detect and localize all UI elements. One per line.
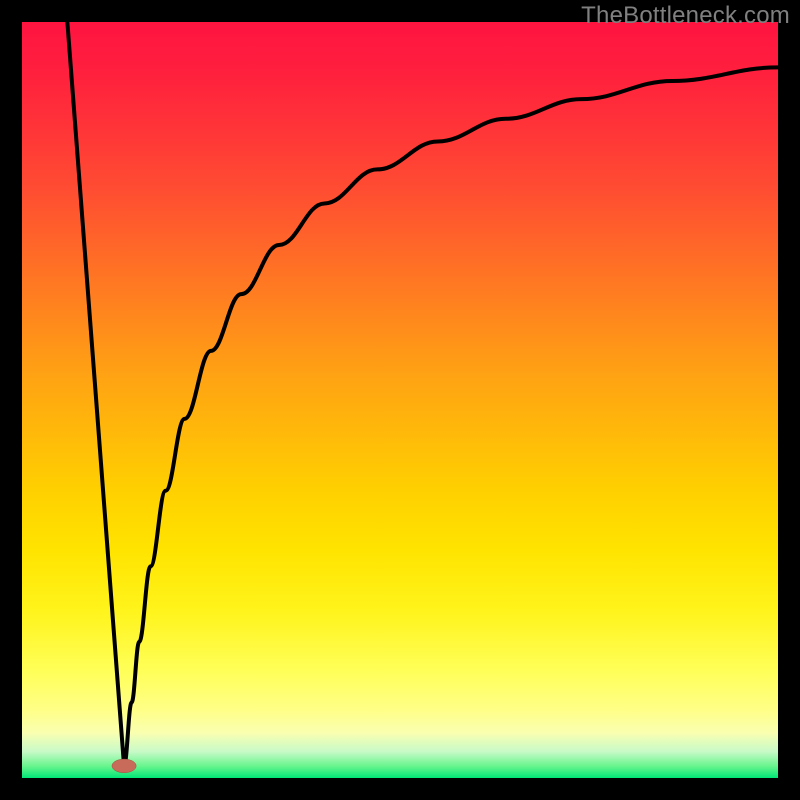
curve-layer [22,22,778,778]
bottleneck-curve [67,22,778,766]
watermark-text: TheBottleneck.com [581,2,790,30]
sweet-spot-marker [112,759,136,773]
plot-area [22,22,778,778]
chart-frame: TheBottleneck.com [0,0,800,800]
